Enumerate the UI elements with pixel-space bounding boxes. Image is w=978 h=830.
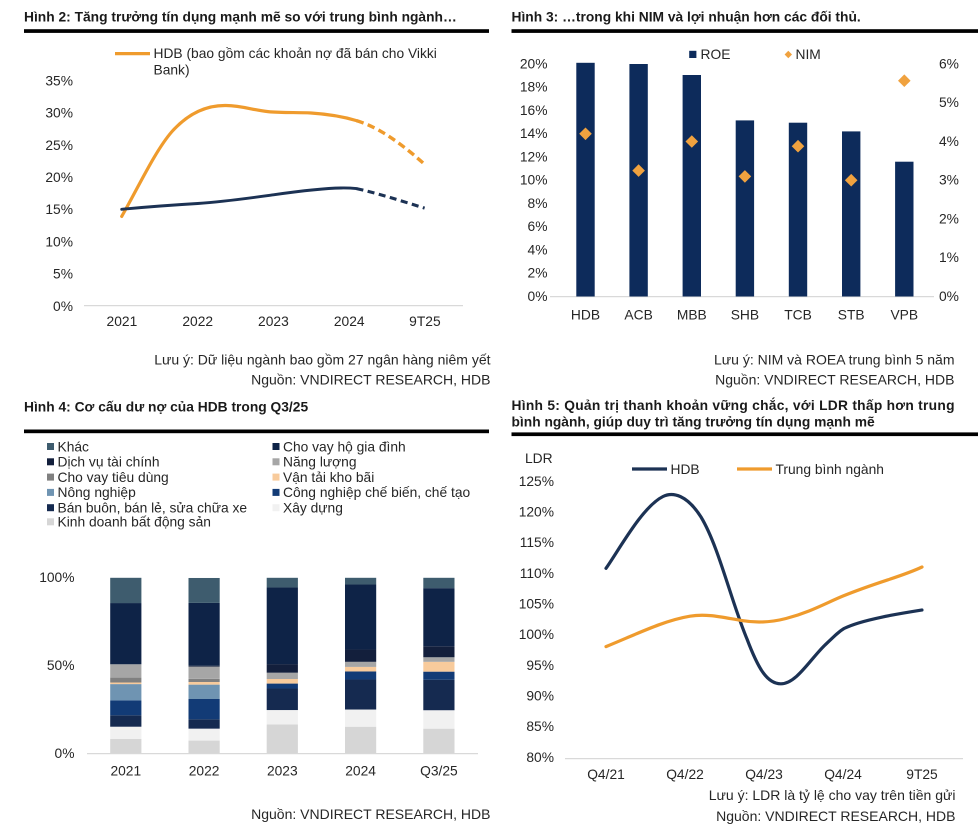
svg-text:2%: 2%	[939, 211, 959, 226]
svg-text:Q4/23: Q4/23	[745, 767, 783, 782]
svg-text:Xây dựng: Xây dựng	[283, 501, 343, 516]
svg-text:30%: 30%	[45, 106, 73, 121]
svg-text:4%: 4%	[939, 134, 959, 149]
svg-text:0%: 0%	[939, 289, 959, 304]
svg-text:Trung bình ngành: Trung bình ngành	[776, 462, 884, 477]
svg-text:2021: 2021	[107, 314, 138, 329]
svg-text:HDB: HDB	[671, 462, 700, 477]
svg-text:110%: 110%	[520, 566, 554, 581]
svg-text:50%: 50%	[47, 658, 75, 673]
svg-text:10%: 10%	[520, 173, 548, 188]
svg-text:TCB: TCB	[784, 307, 812, 322]
svg-text:Lưu ý: LDR là tỷ lệ cho vay tr: Lưu ý: LDR là tỷ lệ cho vay trên tiền gử…	[709, 787, 956, 803]
svg-text:Nông nghiệp: Nông nghiệp	[58, 485, 137, 500]
svg-text:HDB (bao gồm các khoản nợ đã b: HDB (bao gồm các khoản nợ đã bán cho Vik…	[154, 46, 437, 61]
svg-text:16%: 16%	[520, 103, 548, 118]
svg-text:20%: 20%	[520, 56, 548, 71]
svg-text:Lưu ý: Dữ liệu ngành bao gồm 2: Lưu ý: Dữ liệu ngành bao gồm 27 ngân hàn…	[154, 352, 490, 368]
svg-text:2022: 2022	[182, 314, 213, 329]
svg-text:STB: STB	[838, 307, 865, 322]
svg-text:NIM: NIM	[796, 47, 821, 62]
svg-text:MBB: MBB	[677, 307, 707, 322]
svg-text:25%: 25%	[45, 138, 73, 153]
svg-text:bình ngành, giúp duy trì tăng: bình ngành, giúp duy trì tăng trưởng tín…	[512, 415, 875, 430]
svg-text:85%: 85%	[526, 719, 554, 734]
svg-text:VPB: VPB	[890, 307, 918, 322]
svg-text:Nguồn: VNDIRECT RESEARCH, HDB: Nguồn: VNDIRECT RESEARCH, HDB	[251, 806, 490, 822]
svg-text:Cho vay tiêu dùng: Cho vay tiêu dùng	[58, 470, 169, 485]
svg-text:4%: 4%	[528, 242, 548, 257]
svg-text:Bank): Bank)	[154, 62, 190, 77]
svg-text:14%: 14%	[520, 126, 548, 141]
svg-text:9T25: 9T25	[409, 314, 441, 329]
svg-text:2023: 2023	[267, 763, 298, 778]
svg-text:105%: 105%	[519, 597, 554, 612]
svg-text:3%: 3%	[939, 173, 959, 188]
svg-text:100%: 100%	[39, 570, 74, 585]
svg-text:10%: 10%	[45, 234, 73, 249]
svg-text:6%: 6%	[939, 56, 959, 71]
svg-text:80%: 80%	[526, 750, 554, 765]
svg-text:95%: 95%	[526, 658, 554, 673]
svg-text:Lưu ý: NIM và ROEA trung bình: Lưu ý: NIM và ROEA trung bình 5 năm	[714, 352, 954, 368]
svg-text:Năng lượng: Năng lượng	[283, 455, 357, 470]
svg-text:Vận tải kho bãi: Vận tải kho bãi	[283, 470, 374, 485]
svg-text:Kinh doanh bất động sản: Kinh doanh bất động sản	[58, 515, 211, 530]
svg-text:Công nghiệp chế biến, chế tạo: Công nghiệp chế biến, chế tạo	[283, 485, 470, 500]
svg-text:5%: 5%	[53, 267, 73, 282]
svg-text:Cho vay hộ gia đình: Cho vay hộ gia đình	[283, 439, 406, 454]
svg-text:Dịch vụ tài chính: Dịch vụ tài chính	[58, 455, 160, 470]
svg-text:2%: 2%	[528, 266, 548, 281]
svg-text:Hình 4: Cơ cấu dư nợ của HDB t: Hình 4: Cơ cấu dư nợ của HDB trong Q3/25	[24, 400, 308, 415]
svg-text:125%: 125%	[519, 474, 554, 489]
svg-text:HDB: HDB	[571, 307, 600, 322]
svg-text:6%: 6%	[528, 219, 548, 234]
svg-text:0%: 0%	[55, 746, 75, 761]
svg-text:Q3/25: Q3/25	[420, 763, 458, 778]
svg-text:5%: 5%	[939, 95, 959, 110]
svg-text:2021: 2021	[110, 763, 141, 778]
svg-text:Nguồn: VNDIRECT RESEARCH, HDB: Nguồn: VNDIRECT RESEARCH, HDB	[715, 372, 954, 388]
svg-text:LDR: LDR	[525, 451, 553, 466]
svg-text:8%: 8%	[528, 196, 548, 211]
svg-text:1%: 1%	[939, 250, 959, 265]
svg-text:Hình 3: …trong khi NIM và lợi: Hình 3: …trong khi NIM và lợi nhuận hơn …	[512, 10, 861, 25]
svg-text:9T25: 9T25	[906, 767, 938, 782]
svg-text:Q4/24: Q4/24	[824, 767, 862, 782]
svg-text:90%: 90%	[526, 689, 554, 704]
svg-text:120%: 120%	[519, 505, 554, 520]
svg-text:Hình 5: Quản trị thanh khoản v: Hình 5: Quản trị thanh khoản vững chắc, …	[512, 396, 955, 413]
svg-text:Q4/21: Q4/21	[587, 767, 625, 782]
svg-text:18%: 18%	[520, 80, 548, 95]
svg-text:12%: 12%	[520, 149, 548, 164]
svg-text:2024: 2024	[345, 763, 376, 778]
svg-text:100%: 100%	[519, 627, 554, 642]
svg-text:ACB: ACB	[624, 307, 652, 322]
svg-text:2024: 2024	[334, 314, 365, 329]
svg-text:15%: 15%	[45, 202, 73, 217]
svg-text:0%: 0%	[528, 289, 548, 304]
svg-text:Nguồn: VNDIRECT RESEARCH, HDB: Nguồn: VNDIRECT RESEARCH, HDB	[716, 808, 955, 824]
svg-text:0%: 0%	[53, 299, 73, 314]
svg-text:Nguồn: VNDIRECT RESEARCH, HDB: Nguồn: VNDIRECT RESEARCH, HDB	[251, 372, 490, 388]
svg-text:2022: 2022	[189, 763, 220, 778]
svg-text:SHB: SHB	[731, 307, 759, 322]
svg-text:Q4/22: Q4/22	[666, 767, 704, 782]
svg-text:2023: 2023	[258, 314, 289, 329]
svg-text:115%: 115%	[520, 535, 554, 550]
svg-text:ROE: ROE	[701, 47, 731, 62]
svg-text:20%: 20%	[45, 170, 73, 185]
svg-text:35%: 35%	[45, 73, 73, 88]
svg-text:Bán buôn, bán lẻ, sửa chữa xe: Bán buôn, bán lẻ, sửa chữa xe	[58, 501, 248, 516]
svg-text:Hình 2: Tăng trưởng tín dụng m: Hình 2: Tăng trưởng tín dụng mạnh mẽ so …	[24, 10, 457, 25]
svg-text:Khác: Khác	[58, 439, 90, 454]
